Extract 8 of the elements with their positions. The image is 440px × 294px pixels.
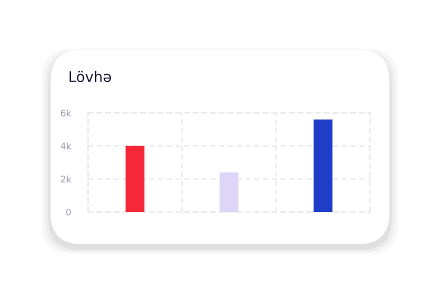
y-tick-label: 6k xyxy=(60,109,72,116)
y-tick-label: 4k xyxy=(60,142,72,150)
y-tick-label: 0 xyxy=(66,208,71,216)
chart-title: Lövhə xyxy=(70,70,112,82)
y-tick-label: 2k xyxy=(61,176,72,182)
bar xyxy=(314,120,332,212)
bar xyxy=(126,146,144,212)
bar xyxy=(220,172,238,212)
